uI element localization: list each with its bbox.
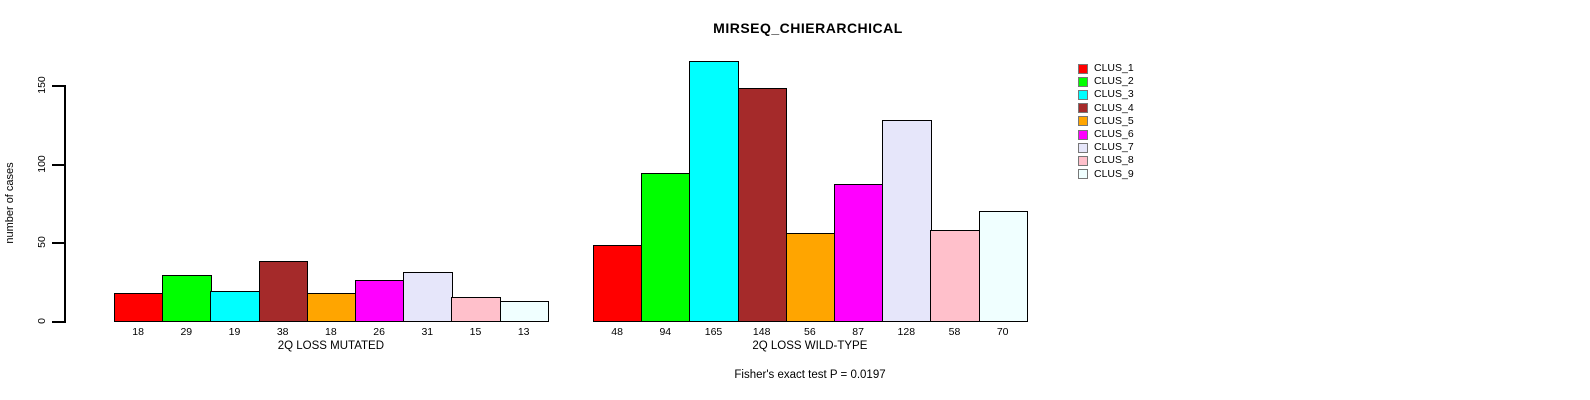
legend-label: CLUS_9 <box>1094 167 1134 180</box>
legend: CLUS_1 CLUS_2 CLUS_3 CLUS_4 CLUS_5 CLUS_6 CLUS… <box>1078 62 1134 181</box>
legend-row-clus_2: CLUS_2 <box>1078 75 1134 88</box>
bar-value-label: 87 <box>852 326 864 338</box>
legend-swatch-icon <box>1078 169 1088 180</box>
legend-row-clus_3: CLUS_3 <box>1078 88 1134 101</box>
bar-value-label: 165 <box>704 326 723 338</box>
legend-swatch-icon <box>1078 129 1088 140</box>
bar-value-label: 18 <box>325 326 337 338</box>
legend-label: CLUS_7 <box>1094 141 1134 154</box>
y-axis-tick <box>52 242 64 245</box>
legend-row-clus_7: CLUS_7 <box>1078 141 1134 154</box>
legend-row-clus_1: CLUS_1 <box>1078 62 1134 75</box>
bar-value-label: 19 <box>228 326 241 338</box>
legend-swatch-icon <box>1078 116 1088 127</box>
bar-value-label: 70 <box>996 326 1009 338</box>
legend-row-clus_6: CLUS_6 <box>1078 128 1134 141</box>
bar-value-label: 148 <box>752 326 771 338</box>
bar-clus_2 <box>641 173 691 323</box>
y-axis-tick <box>52 85 64 87</box>
fisher-test-note: Fisher's exact test P = 0.0197 <box>734 369 886 381</box>
bar-value-label: 38 <box>276 326 289 338</box>
bar-clus_8 <box>451 297 501 323</box>
legend-swatch-icon <box>1078 155 1088 166</box>
legend-swatch-icon <box>1078 103 1088 114</box>
y-axis-tick-label: 50 <box>36 236 48 249</box>
legend-label: CLUS_8 <box>1094 154 1134 167</box>
legend-row-clus_4: CLUS_4 <box>1078 102 1134 115</box>
bar-value-label: 13 <box>517 326 530 338</box>
legend-swatch-icon <box>1078 142 1088 153</box>
bar-clus_8 <box>930 229 980 323</box>
bar-clus_1 <box>114 292 164 323</box>
bar-clus_5 <box>785 232 836 323</box>
bar-clus_3 <box>689 61 739 323</box>
bar-clus_9 <box>499 300 550 323</box>
bar-value-label: 31 <box>421 326 434 338</box>
bar-value-label: 29 <box>180 326 193 338</box>
bar-value-label: 128 <box>897 326 916 338</box>
x-axis-title: 2Q LOSS MUTATED <box>277 340 385 352</box>
legend-row-clus_9: CLUS_9 <box>1078 168 1134 181</box>
bar-value-label: 26 <box>373 326 385 338</box>
y-axis-tick <box>52 321 64 323</box>
bar-clus_5 <box>306 292 357 323</box>
y-axis-tick-label: 0 <box>36 318 48 324</box>
y-axis-tick-label: 150 <box>36 76 48 94</box>
legend-swatch-icon <box>1078 76 1088 87</box>
bar-value-label: 18 <box>132 326 144 338</box>
x-axis-title: 2Q LOSS WILD-TYPE <box>752 340 868 352</box>
legend-label: CLUS_5 <box>1094 114 1134 127</box>
bar-clus_4 <box>737 88 788 323</box>
legend-swatch-icon <box>1078 89 1088 100</box>
bar-clus_1 <box>593 245 643 323</box>
bar-value-label: 58 <box>948 326 961 338</box>
y-axis-tick <box>52 163 64 166</box>
bar-clus_4 <box>258 261 309 323</box>
y-axis-tick-label: 100 <box>36 154 48 173</box>
legend-label: CLUS_4 <box>1094 101 1134 114</box>
bar-clus_6 <box>355 280 405 323</box>
bar-clus_6 <box>834 184 884 323</box>
bar-clus_2 <box>162 275 212 323</box>
bar-clus_3 <box>210 291 260 323</box>
bar-clus_7 <box>403 272 453 323</box>
bar-value-label: 94 <box>659 326 672 338</box>
bar-clus_7 <box>882 119 932 323</box>
bar-value-label: 48 <box>611 326 623 338</box>
legend-label: CLUS_6 <box>1094 128 1134 141</box>
y-axis-line <box>64 85 66 323</box>
legend-label: CLUS_2 <box>1094 75 1134 88</box>
legend-row-clus_8: CLUS_8 <box>1078 154 1134 167</box>
bar-value-label: 15 <box>469 326 482 338</box>
legend-row-clus_5: CLUS_5 <box>1078 115 1134 128</box>
legend-label: CLUS_3 <box>1094 88 1134 101</box>
y-axis-title: number of cases <box>4 162 16 244</box>
bar-clus_9 <box>978 210 1029 323</box>
chart-title: MIRSEQ_CHIERARCHICAL <box>713 20 903 36</box>
bar-value-label: 56 <box>804 326 816 338</box>
legend-swatch-icon <box>1078 63 1088 74</box>
legend-label: CLUS_1 <box>1094 62 1134 75</box>
